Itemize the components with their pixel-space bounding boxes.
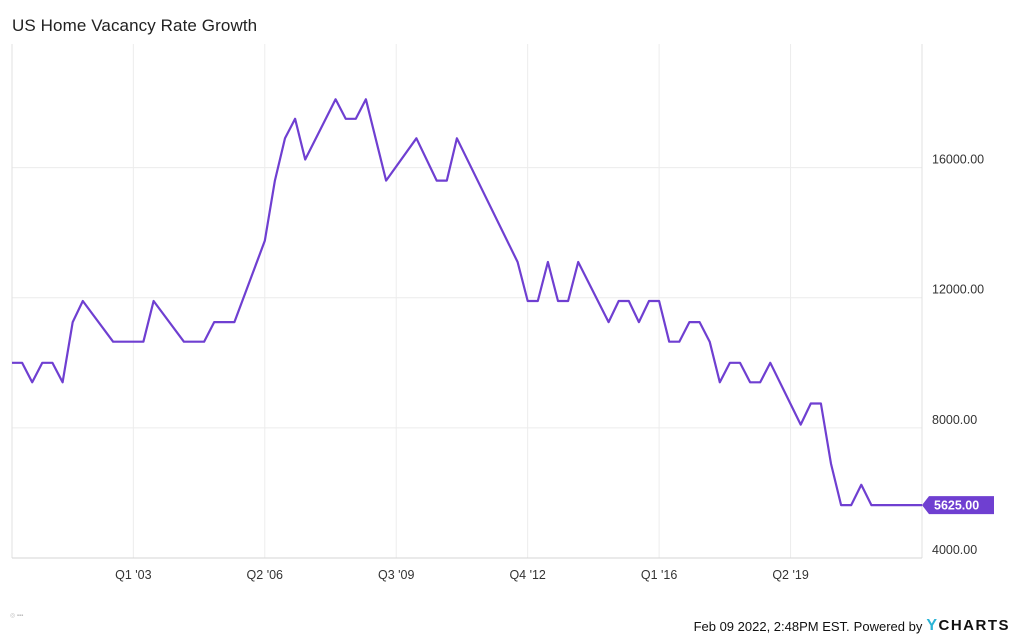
watermark-logo-icon: ◎ ▪▪▪	[10, 613, 24, 619]
last-value-label: 5625.00	[934, 499, 979, 513]
y-tick-label: 8000.00	[932, 413, 977, 427]
ycharts-logo-y: Y	[926, 617, 939, 634]
x-tick-label: Q4 '12	[509, 568, 545, 582]
footer-powered-by: Powered by	[853, 618, 923, 634]
x-axis-tick-labels: Q1 '03 Q2 '06 Q3 '09 Q4 '12 Q1 '16 Q2 '19	[115, 568, 809, 582]
horizontal-gridlines	[12, 167, 922, 429]
footer-timestamp: Feb 09 2022, 2:48PM EST.	[693, 618, 850, 634]
series-line	[12, 98, 922, 507]
ycharts-logo[interactable]: YCHARTS	[926, 617, 1010, 635]
last-value-badge: 5625.00	[922, 496, 994, 515]
chart-title: US Home Vacancy Rate Growth	[12, 16, 258, 35]
y-tick-label: 4000.00	[932, 543, 977, 557]
x-tick-label: Q3 '09	[378, 568, 414, 582]
y-axis-tick-labels: 4000.00 8000.00 12000.00 16000.00	[932, 153, 984, 557]
x-tick-label: Q1 '03	[115, 568, 151, 582]
x-tick-label: Q2 '06	[247, 568, 283, 582]
y-tick-label: 12000.00	[932, 283, 984, 297]
vertical-gridlines	[132, 44, 792, 558]
last-value-badge-shape	[922, 496, 994, 515]
footer: Feb 09 2022, 2:48PM EST. Powered by YCHA…	[694, 617, 1010, 635]
y-tick-label: 16000.00	[932, 153, 984, 167]
x-tick-label: Q2 '19	[772, 568, 808, 582]
x-tick-label: Q1 '16	[641, 568, 677, 582]
ycharts-logo-text: CHARTS	[938, 617, 1010, 634]
